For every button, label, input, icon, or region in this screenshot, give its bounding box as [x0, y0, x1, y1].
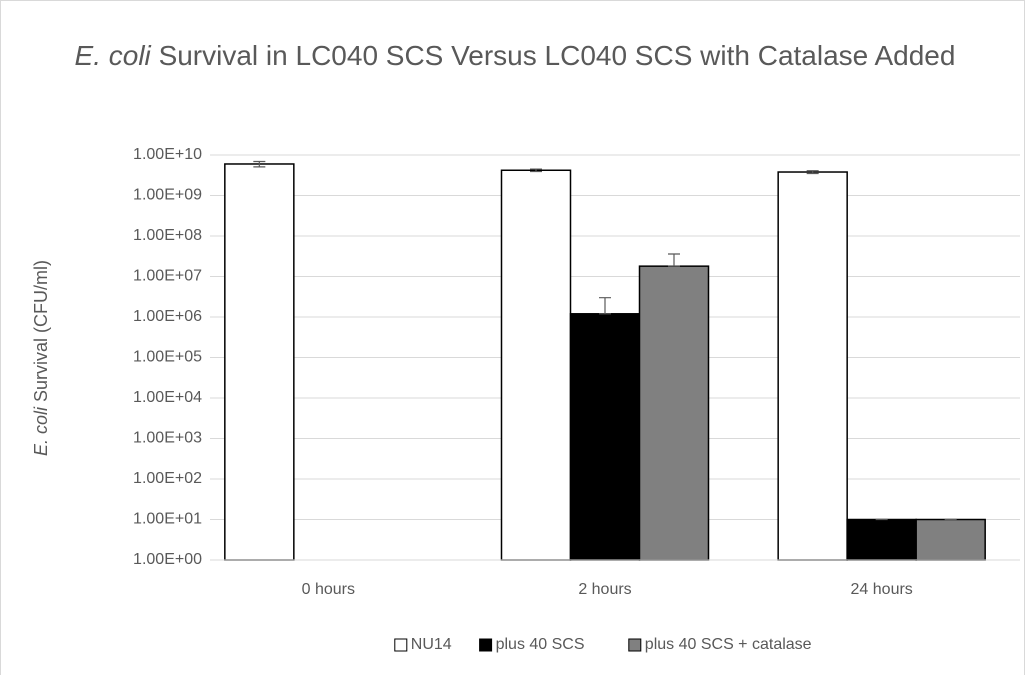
error-bar	[668, 253, 680, 267]
error-bar	[253, 160, 266, 168]
x-tick-label: 0 hours	[302, 581, 355, 598]
legend-label: plus 40 SCS	[496, 636, 585, 653]
ylabel-text: Survival (CFU/ml)	[31, 260, 51, 402]
y-tick-label: 1.00E+02	[133, 470, 202, 487]
error-bar	[599, 297, 611, 315]
y-tick-label: 1.00E+08	[133, 227, 202, 244]
legend-swatch	[628, 638, 642, 652]
ylabel-italic: E. coli	[31, 406, 51, 456]
x-tick-label: 24 hours	[851, 581, 913, 598]
y-tick-label: 1.00E+00	[133, 551, 202, 568]
y-tick-label: 1.00E+03	[133, 430, 202, 447]
legend-label: plus 40 SCS + catalase	[645, 636, 812, 653]
bar	[846, 518, 917, 561]
y-tick-label: 1.00E+07	[133, 268, 202, 285]
error-bar	[530, 168, 542, 173]
y-tick-label: 1.00E+04	[133, 389, 202, 406]
x-tick-label: 2 hours	[578, 581, 631, 598]
error-bar	[806, 170, 819, 175]
y-tick-label: 1.00E+05	[133, 349, 202, 366]
y-tick-label: 1.00E+01	[133, 511, 202, 528]
bar	[777, 171, 848, 561]
bar	[500, 169, 572, 561]
y-tick-label: 1.00E+06	[133, 308, 202, 325]
title-italic: E. coli	[75, 40, 152, 71]
legend-label: NU14	[411, 636, 452, 653]
bar	[915, 518, 986, 561]
bar	[638, 265, 710, 561]
bar	[569, 313, 641, 561]
y-axis-label: E. coli Survival (CFU/ml)	[31, 260, 51, 456]
y-tick-label: 1.00E+09	[133, 187, 202, 204]
chart-title: E. coli Survival in LC040 SCS Versus LC0…	[75, 40, 956, 71]
bar	[224, 163, 295, 561]
y-tick-label: 1.00E+10	[133, 146, 202, 163]
title-text: Survival in LC040 SCS Versus LC040 SCS w…	[159, 40, 956, 71]
legend-swatch	[394, 638, 408, 652]
legend-swatch	[479, 638, 493, 652]
